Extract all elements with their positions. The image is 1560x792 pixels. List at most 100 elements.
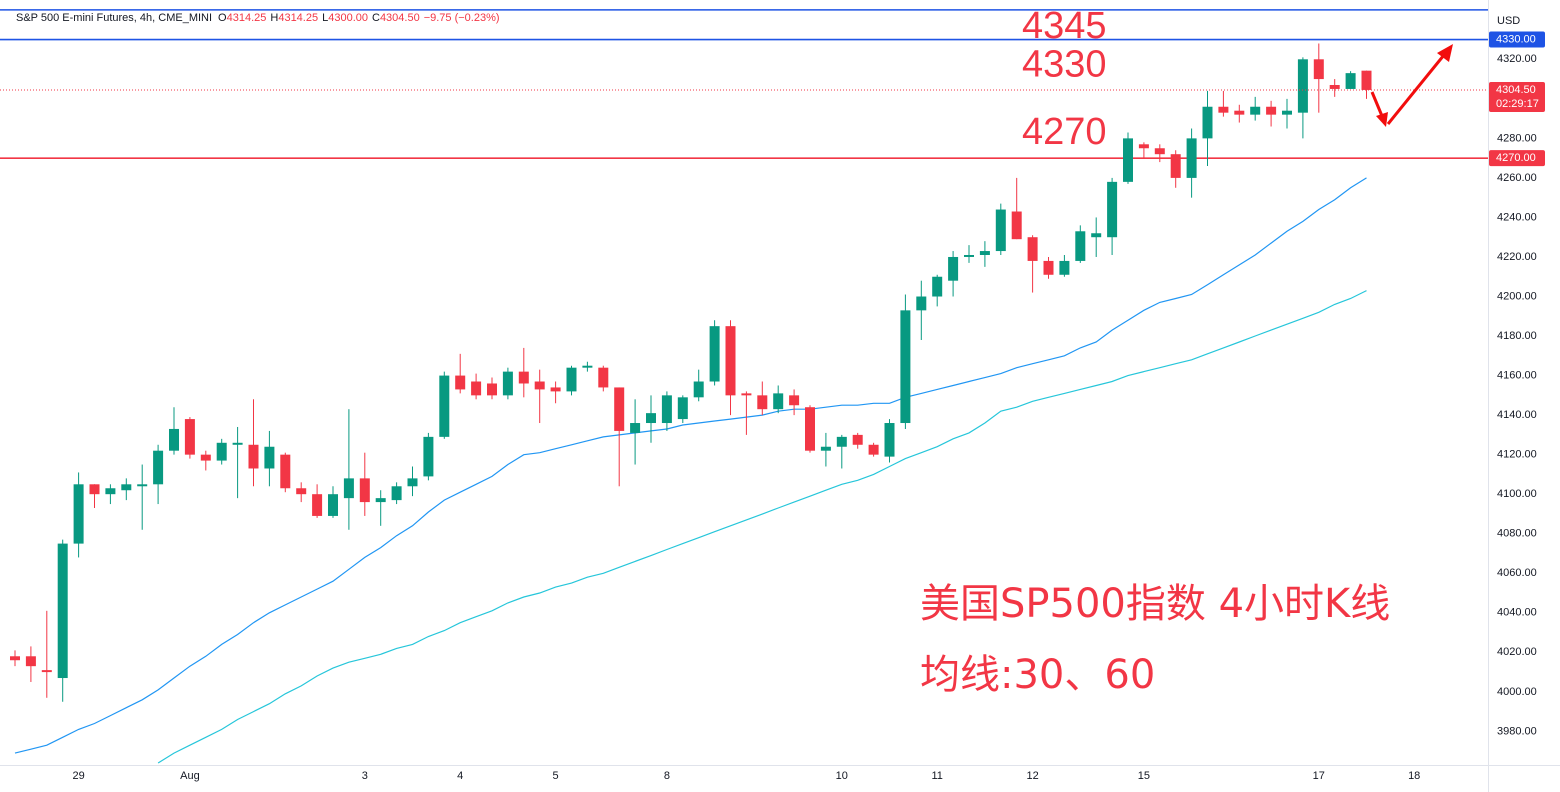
- candle-body: [216, 442, 227, 461]
- candle-body: [884, 423, 895, 457]
- candle-body: [1138, 144, 1149, 149]
- candle-body: [1170, 154, 1181, 178]
- ohlc-value: 4314.25: [227, 12, 267, 24]
- candle-body: [41, 670, 52, 673]
- candle-body: [57, 543, 68, 679]
- candle-body: [1345, 73, 1356, 89]
- candle-body: [439, 375, 450, 437]
- candle-body: [979, 251, 990, 255]
- candle-body: [693, 381, 704, 398]
- plot-area: [0, 9, 1488, 764]
- candle-body: [1361, 70, 1372, 90]
- countdown: 02:29:17: [1496, 98, 1539, 110]
- y-tick-label: 4000.00: [1497, 686, 1537, 698]
- candle-body: [598, 367, 609, 388]
- candle-body: [1297, 59, 1308, 113]
- y-tick-label: 4040.00: [1497, 607, 1537, 619]
- candle-body: [375, 498, 386, 503]
- currency: USD: [1497, 15, 1520, 27]
- moving-average: [14, 177, 1367, 754]
- y-tick-label: 4320.00: [1497, 53, 1537, 65]
- candle-body: [264, 446, 275, 469]
- candle-body: [852, 434, 863, 445]
- level-label-bg: [1489, 31, 1545, 48]
- y-tick-label: 4100.00: [1497, 488, 1537, 500]
- candle-body: [677, 397, 688, 420]
- ohlc-value: 4304.50: [380, 12, 420, 24]
- candle-body: [709, 326, 720, 382]
- candle-body: [868, 444, 879, 455]
- candle-body: [1107, 181, 1118, 238]
- candle-body: [137, 484, 148, 487]
- candle-body: [582, 365, 593, 368]
- candle-body: [502, 371, 513, 396]
- candle-body: [1075, 231, 1086, 261]
- candle-body: [455, 375, 466, 390]
- level-annotation: 4345: [1022, 5, 1107, 47]
- x-tick-label: 15: [1138, 770, 1150, 782]
- y-tick-label: 4160.00: [1497, 369, 1537, 381]
- last-price-bg: [1489, 81, 1545, 112]
- arrow-down: [1370, 91, 1384, 117]
- candle-body: [1011, 211, 1022, 240]
- candle-body: [10, 656, 20, 661]
- x-tick-label: 4: [457, 770, 463, 782]
- candle-body: [248, 444, 259, 469]
- y-tick-label: 4020.00: [1497, 646, 1537, 658]
- ohlc-key: H: [270, 12, 278, 24]
- level-annotation: 4330: [1022, 44, 1107, 86]
- candle-body: [741, 393, 752, 396]
- candle-body: [1266, 106, 1277, 115]
- candle-body: [900, 310, 911, 424]
- header: S&P 500 E-mini Futures, 4h, CME_MINI O431…: [16, 12, 500, 24]
- symbol: S&P 500 E-mini Futures, 4h, CME_MINI: [16, 12, 212, 24]
- annotation: 美国SP500指数 4小时K线: [920, 581, 1390, 627]
- candle-body: [1154, 148, 1165, 155]
- candle-body: [916, 296, 927, 311]
- candle-body: [1027, 237, 1038, 261]
- ohlc-key: O: [218, 12, 227, 24]
- candle-body: [391, 486, 402, 501]
- candle-body: [646, 413, 656, 424]
- candle-body: [1091, 233, 1102, 238]
- arrows: [1370, 44, 1453, 127]
- candle-body: [232, 442, 243, 445]
- candle-body: [518, 371, 529, 384]
- moving-average: [157, 290, 1367, 764]
- candle-body: [280, 454, 291, 489]
- x-tick-label: Aug: [180, 770, 200, 782]
- candle-body: [121, 484, 132, 491]
- y-tick-label: 4240.00: [1497, 211, 1537, 223]
- level-annotation: 4270: [1022, 111, 1107, 153]
- x-tick-label: 5: [553, 770, 559, 782]
- candle-body: [964, 255, 974, 257]
- x-tick-label: 11: [931, 770, 942, 782]
- candle-body: [948, 256, 959, 281]
- candle-body: [757, 395, 768, 410]
- candle-body: [328, 494, 338, 516]
- ohlc-key: L: [322, 12, 328, 24]
- candle-body: [184, 419, 195, 455]
- candle-body: [836, 436, 847, 447]
- y-tick-label: 4060.00: [1497, 567, 1537, 579]
- level-label: 4330.00: [1496, 33, 1536, 45]
- candle-body: [1043, 260, 1054, 275]
- candle-body: [1186, 138, 1197, 178]
- y-tick-label: 4200.00: [1497, 290, 1537, 302]
- x-tick-label: 12: [1026, 770, 1038, 782]
- candle-body: [550, 387, 561, 392]
- change: −9.75 (−0.23%): [424, 12, 500, 24]
- level-label-bg: [1489, 150, 1545, 167]
- candle-body: [1202, 106, 1213, 139]
- candle-body: [630, 423, 641, 433]
- arrow-up: [1386, 54, 1446, 125]
- arrow-head: [1376, 112, 1388, 127]
- x-tick-label: 17: [1313, 770, 1325, 782]
- y-tick-label: 4220.00: [1497, 251, 1537, 263]
- candle-body: [153, 450, 164, 485]
- candle-body: [1123, 138, 1133, 182]
- level-label: 4270.00: [1496, 152, 1536, 164]
- candle-body: [1218, 106, 1229, 113]
- candle-body: [73, 484, 84, 544]
